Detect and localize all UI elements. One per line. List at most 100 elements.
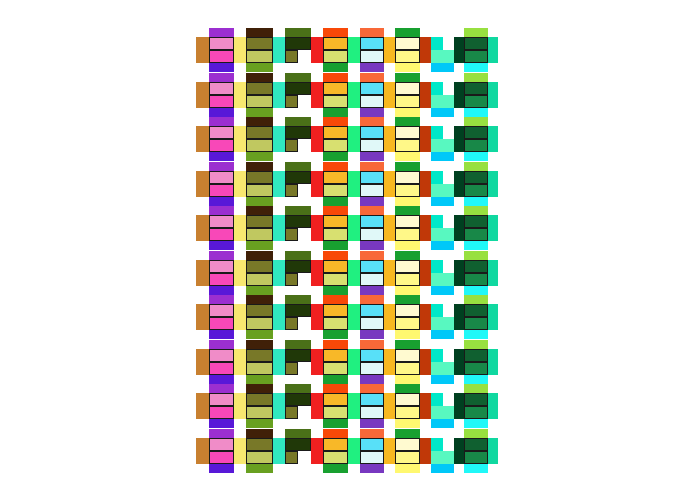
tile-cell <box>246 317 273 330</box>
tile-top-cap <box>464 72 488 82</box>
tile-cell <box>464 393 488 406</box>
tile-side-bar <box>196 215 209 241</box>
tile-cell <box>246 437 273 451</box>
tile-cell <box>360 406 384 419</box>
tile-cell <box>431 450 454 464</box>
tile-cell <box>464 37 488 50</box>
tile-cell <box>431 183 454 197</box>
tile-side-bar <box>454 126 464 152</box>
tile-cell <box>285 317 298 330</box>
tile-side-bar <box>196 393 209 419</box>
tile-bottom-cap <box>323 419 348 428</box>
tile-top-cap <box>360 250 384 260</box>
tile-cell <box>431 215 443 228</box>
tile-cell <box>360 393 384 406</box>
tile-cell <box>246 228 273 241</box>
tile-cell <box>285 126 311 139</box>
tile-top-cap <box>209 339 234 349</box>
tile-bottom-cap <box>360 152 384 161</box>
tile-cell <box>431 272 454 286</box>
tile-top-cap <box>323 428 348 438</box>
tile-cell <box>323 215 348 228</box>
tile-bottom-cap <box>431 241 454 250</box>
tile-cell <box>323 228 348 241</box>
tile-top-cap <box>323 339 348 349</box>
tile-cell <box>209 406 234 419</box>
tile-side-bar <box>273 348 285 375</box>
tile-side-bar <box>234 348 246 375</box>
tile-side-bar <box>273 81 285 108</box>
tile-side-bar <box>384 126 395 152</box>
tile-top-cap <box>464 339 488 349</box>
tile-cell <box>464 437 488 451</box>
tile-bottom-cap <box>431 374 454 384</box>
tile-cell <box>285 348 311 362</box>
tile-top-cap <box>323 117 348 126</box>
tile-cell <box>395 94 420 108</box>
tile-bottom-cap <box>395 374 420 384</box>
tile-cell <box>431 406 454 419</box>
tile-cell <box>246 139 273 152</box>
tile-cell <box>323 304 348 317</box>
tile-cell <box>323 437 348 451</box>
tile-bottom-cap <box>464 63 488 72</box>
tile-side-bar <box>273 437 285 464</box>
tile-side-bar <box>196 81 209 108</box>
tile-bottom-cap <box>323 463 348 473</box>
tile-cell <box>395 183 420 197</box>
tile-side-bar <box>488 437 498 464</box>
tile-top-cap <box>285 384 311 393</box>
tile-side-bar <box>348 81 360 108</box>
tile-side-bar <box>488 81 498 108</box>
tile-side-bar <box>196 259 209 286</box>
tile-side-bar <box>488 393 498 419</box>
tile-side-bar <box>234 304 246 330</box>
tile-cell <box>209 272 234 286</box>
tile-cell <box>323 37 348 50</box>
tile-cell <box>323 450 348 464</box>
tile-cell <box>395 406 420 419</box>
tile-side-bar <box>234 215 246 241</box>
tile-cell <box>209 437 234 451</box>
tile-side-bar <box>420 37 431 63</box>
tile-side-bar <box>273 304 285 330</box>
tile-cell <box>323 183 348 197</box>
tile-side-bar <box>420 304 431 330</box>
tile-bottom-cap <box>431 196 454 206</box>
tile-side-bar <box>196 126 209 152</box>
tile-bottom-cap <box>464 463 488 473</box>
tile-top-cap <box>323 161 348 171</box>
tile-bottom-cap <box>323 152 348 161</box>
tile-cell <box>464 183 488 197</box>
tile-cell <box>360 317 384 330</box>
tile-side-bar <box>420 170 431 197</box>
tile-cell <box>464 361 488 375</box>
tile-bottom-cap <box>246 241 273 250</box>
tile-bottom-cap <box>360 330 384 339</box>
tile-bottom-cap <box>209 330 234 339</box>
tile-side-bar <box>348 259 360 286</box>
tile-cell <box>395 437 420 451</box>
tile-side-bar <box>488 170 498 197</box>
tile-top-cap <box>464 428 488 438</box>
tile-side-bar <box>384 437 395 464</box>
tile-cell <box>209 304 234 317</box>
tile-side-bar <box>420 126 431 152</box>
tile-cell <box>209 450 234 464</box>
tile-cell <box>360 272 384 286</box>
tile-cell <box>209 81 234 95</box>
tile-top-cap <box>323 72 348 82</box>
tile-cell <box>431 393 443 406</box>
tile-cell <box>360 139 384 152</box>
tile-bottom-cap <box>431 285 454 295</box>
tile-bottom-cap <box>360 196 384 206</box>
tile-bottom-cap <box>360 285 384 295</box>
tile-cell <box>431 437 443 451</box>
tile-cell <box>464 126 488 139</box>
tile-cell <box>285 450 298 464</box>
tile-cell <box>323 94 348 108</box>
tile-bottom-cap <box>395 419 420 428</box>
tile-cell <box>209 259 234 273</box>
tile-top-cap <box>285 295 311 304</box>
tile-side-bar <box>384 393 395 419</box>
